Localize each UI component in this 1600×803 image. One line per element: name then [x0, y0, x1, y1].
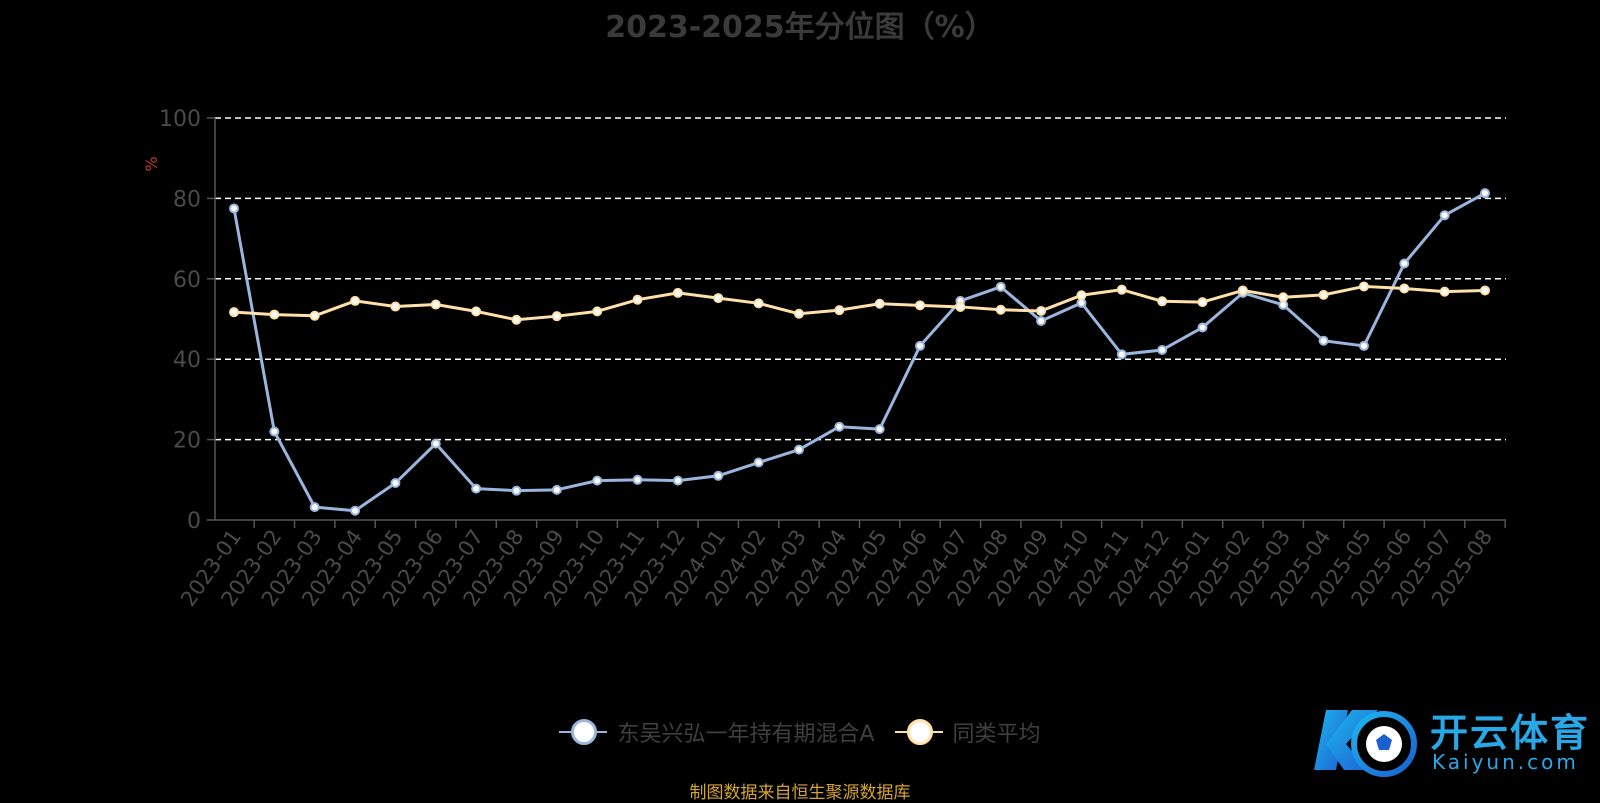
data-point[interactable]: [511, 314, 522, 325]
data-point[interactable]: [1399, 258, 1410, 269]
data-point[interactable]: [471, 306, 482, 317]
y-tick-label: 0: [187, 509, 201, 534]
data-point[interactable]: [390, 301, 401, 312]
data-point[interactable]: [1439, 286, 1450, 297]
axes: [207, 117, 1506, 528]
data-point[interactable]: [834, 305, 845, 316]
watermark: 开云体育 Kaiyun.com: [1312, 700, 1594, 782]
y-tick-label: 100: [159, 107, 201, 132]
data-point[interactable]: [551, 484, 562, 495]
y-axis-label: %: [142, 156, 161, 171]
data-point[interactable]: [995, 304, 1006, 315]
data-point[interactable]: [229, 203, 239, 214]
data-point[interactable]: [1358, 281, 1369, 292]
y-tick-label: 20: [173, 429, 201, 454]
y-tick-label: 40: [173, 348, 201, 373]
legend-label-average: 同类平均: [952, 722, 1041, 747]
chart-title: 2023-2025年分位图（%）: [605, 10, 995, 45]
data-point[interactable]: [1318, 335, 1329, 346]
series-line-0: [232, 191, 1486, 513]
kaiyun-k-football-logo-icon: [1314, 710, 1417, 777]
y-tick-labels: 0 20 40 60 80 100: [159, 107, 201, 534]
data-point[interactable]: [1278, 292, 1289, 303]
watermark-name-en: Kaiyun.com: [1432, 750, 1579, 774]
legend-item-fund[interactable]: 东吴兴弘一年持有期混合A: [559, 716, 875, 748]
data-point[interactable]: [1036, 305, 1047, 316]
data-point[interactable]: [632, 474, 643, 485]
data-point[interactable]: [269, 426, 280, 437]
data-point[interactable]: [955, 301, 966, 312]
data-point[interactable]: [269, 309, 280, 320]
legend-swatch-average-icon: [894, 719, 943, 745]
data-point[interactable]: [1197, 322, 1208, 333]
data-point[interactable]: [995, 281, 1006, 292]
data-point[interactable]: [1036, 316, 1047, 327]
data-point[interactable]: [753, 457, 764, 468]
data-point[interactable]: [1157, 344, 1168, 355]
data-point[interactable]: [592, 475, 603, 486]
data-point[interactable]: [1399, 283, 1410, 294]
series-lines: [229, 188, 1490, 516]
y-tick-label: 60: [173, 268, 201, 293]
data-point[interactable]: [713, 470, 724, 481]
data-point[interactable]: [1358, 340, 1369, 351]
data-point[interactable]: [915, 300, 926, 311]
y-tick-label: 80: [173, 187, 201, 212]
data-point[interactable]: [1439, 210, 1450, 221]
legend: 东吴兴弘一年持有期混合A 同类平均: [0, 716, 1600, 748]
series-line-1: [233, 284, 1486, 322]
legend-swatch-fund-icon: [559, 719, 608, 745]
x-tick-labels: 2023-012023-022023-032023-042023-052023-…: [176, 525, 1497, 611]
data-point[interactable]: [1480, 188, 1490, 199]
data-point[interactable]: [350, 295, 361, 306]
legend-item-average[interactable]: 同类平均: [894, 716, 1041, 748]
data-point[interactable]: [430, 438, 441, 449]
data-point[interactable]: [1116, 284, 1127, 295]
data-point[interactable]: [793, 444, 804, 455]
source-note: 制图数据来自恒生聚源数据库: [689, 783, 911, 803]
data-point[interactable]: [713, 293, 724, 304]
data-point[interactable]: [632, 294, 643, 305]
data-point[interactable]: [874, 298, 885, 309]
data-point[interactable]: [1157, 296, 1168, 307]
data-point[interactable]: [915, 340, 926, 351]
data-point[interactable]: [834, 421, 845, 432]
data-point[interactable]: [430, 299, 441, 310]
data-point[interactable]: [1318, 289, 1329, 300]
data-point[interactable]: [592, 306, 603, 317]
data-point[interactable]: [350, 505, 361, 516]
data-point[interactable]: [672, 475, 683, 486]
data-point[interactable]: [229, 307, 239, 318]
watermark-name-cn: 开云体育: [1430, 711, 1591, 755]
data-point[interactable]: [471, 483, 482, 494]
data-point[interactable]: [672, 287, 683, 298]
data-point[interactable]: [511, 485, 522, 496]
data-point[interactable]: [309, 502, 320, 513]
data-point[interactable]: [1197, 297, 1208, 308]
grid-lines: [215, 117, 1506, 441]
data-point[interactable]: [1076, 290, 1087, 301]
data-point[interactable]: [551, 311, 562, 322]
data-point[interactable]: [390, 478, 401, 489]
data-point[interactable]: [874, 424, 885, 435]
data-point[interactable]: [793, 308, 804, 319]
data-point[interactable]: [1480, 285, 1490, 296]
data-point[interactable]: [753, 298, 764, 309]
data-point[interactable]: [309, 310, 320, 321]
data-point[interactable]: [1116, 349, 1127, 360]
data-point[interactable]: [1237, 285, 1248, 296]
legend-label-fund: 东吴兴弘一年持有期混合A: [617, 722, 875, 747]
